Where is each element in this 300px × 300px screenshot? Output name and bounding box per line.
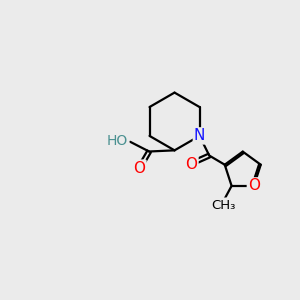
Text: O: O	[134, 160, 146, 175]
Text: HO: HO	[107, 134, 128, 148]
Text: O: O	[185, 157, 197, 172]
Text: CH₃: CH₃	[211, 199, 236, 212]
Text: O: O	[248, 178, 260, 194]
Text: N: N	[194, 128, 205, 143]
